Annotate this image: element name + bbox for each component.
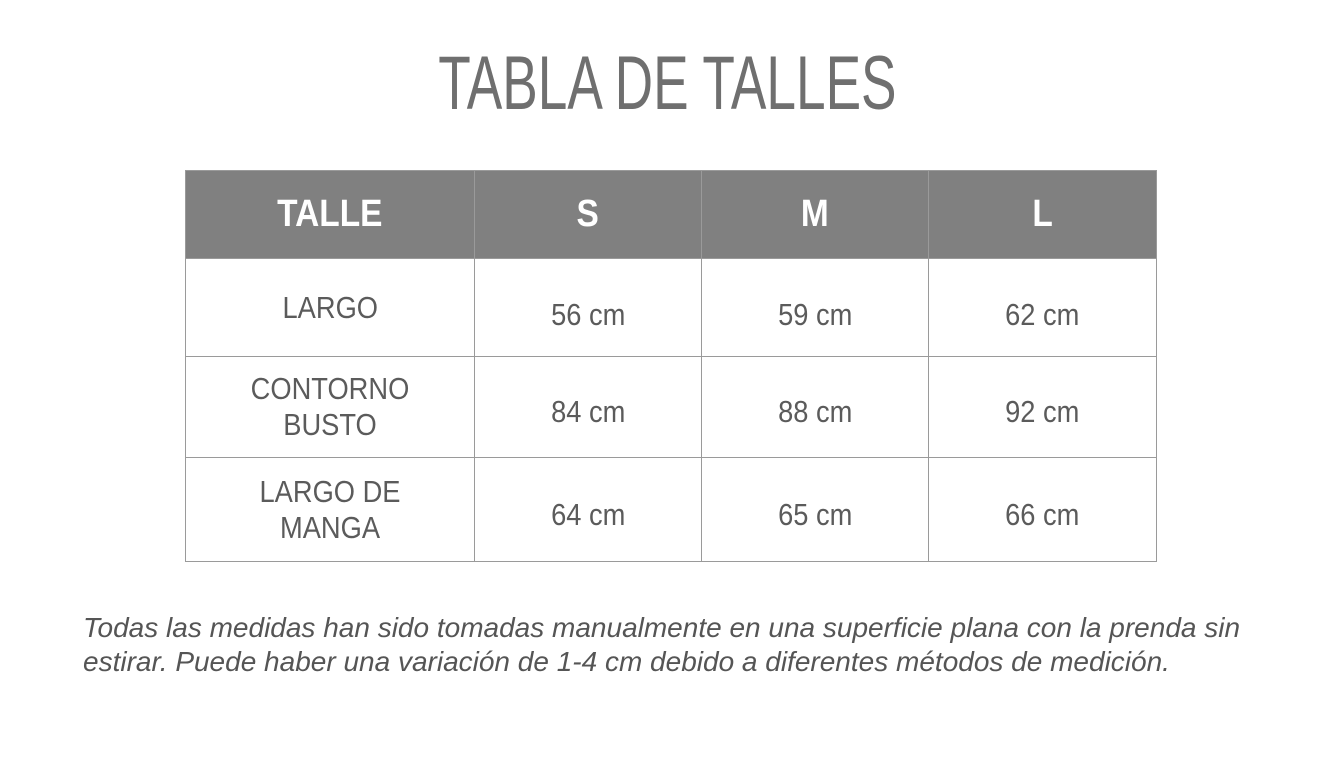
cell-value: 66 cm <box>928 457 1157 562</box>
table-row: CONTORNO BUSTO 84 cm 88 cm 92 cm <box>185 356 1157 458</box>
row-label: LARGO <box>185 258 475 357</box>
cell-value: 64 cm <box>474 457 702 562</box>
table-header-row: TALLE S M L <box>185 170 1157 259</box>
header-talle: TALLE <box>185 170 475 259</box>
cell-value: 65 cm <box>701 457 929 562</box>
page-title-text: TABLA DE TALLES <box>437 41 897 126</box>
cell-value: 59 cm <box>701 258 929 357</box>
header-m: M <box>701 170 929 259</box>
size-table: TALLE S M L LARGO 56 cm 59 cm 62 cm CONT… <box>185 170 1157 562</box>
header-s: S <box>474 170 702 259</box>
cell-value: 84 cm <box>474 356 702 458</box>
table-row: LARGO 56 cm 59 cm 62 cm <box>185 258 1157 357</box>
row-label: CONTORNO BUSTO <box>185 356 475 458</box>
page-title: TABLA DE TALLES <box>0 44 1334 124</box>
header-l: L <box>928 170 1157 259</box>
measurement-note: Todas las medidas han sido tomadas manua… <box>83 612 1241 677</box>
cell-value: 56 cm <box>474 258 702 357</box>
cell-value: 88 cm <box>701 356 929 458</box>
cell-value: 92 cm <box>928 356 1157 458</box>
table-row: LARGO DE MANGA 64 cm 65 cm 66 cm <box>185 457 1157 562</box>
cell-value: 62 cm <box>928 258 1157 357</box>
row-label: LARGO DE MANGA <box>185 457 475 562</box>
